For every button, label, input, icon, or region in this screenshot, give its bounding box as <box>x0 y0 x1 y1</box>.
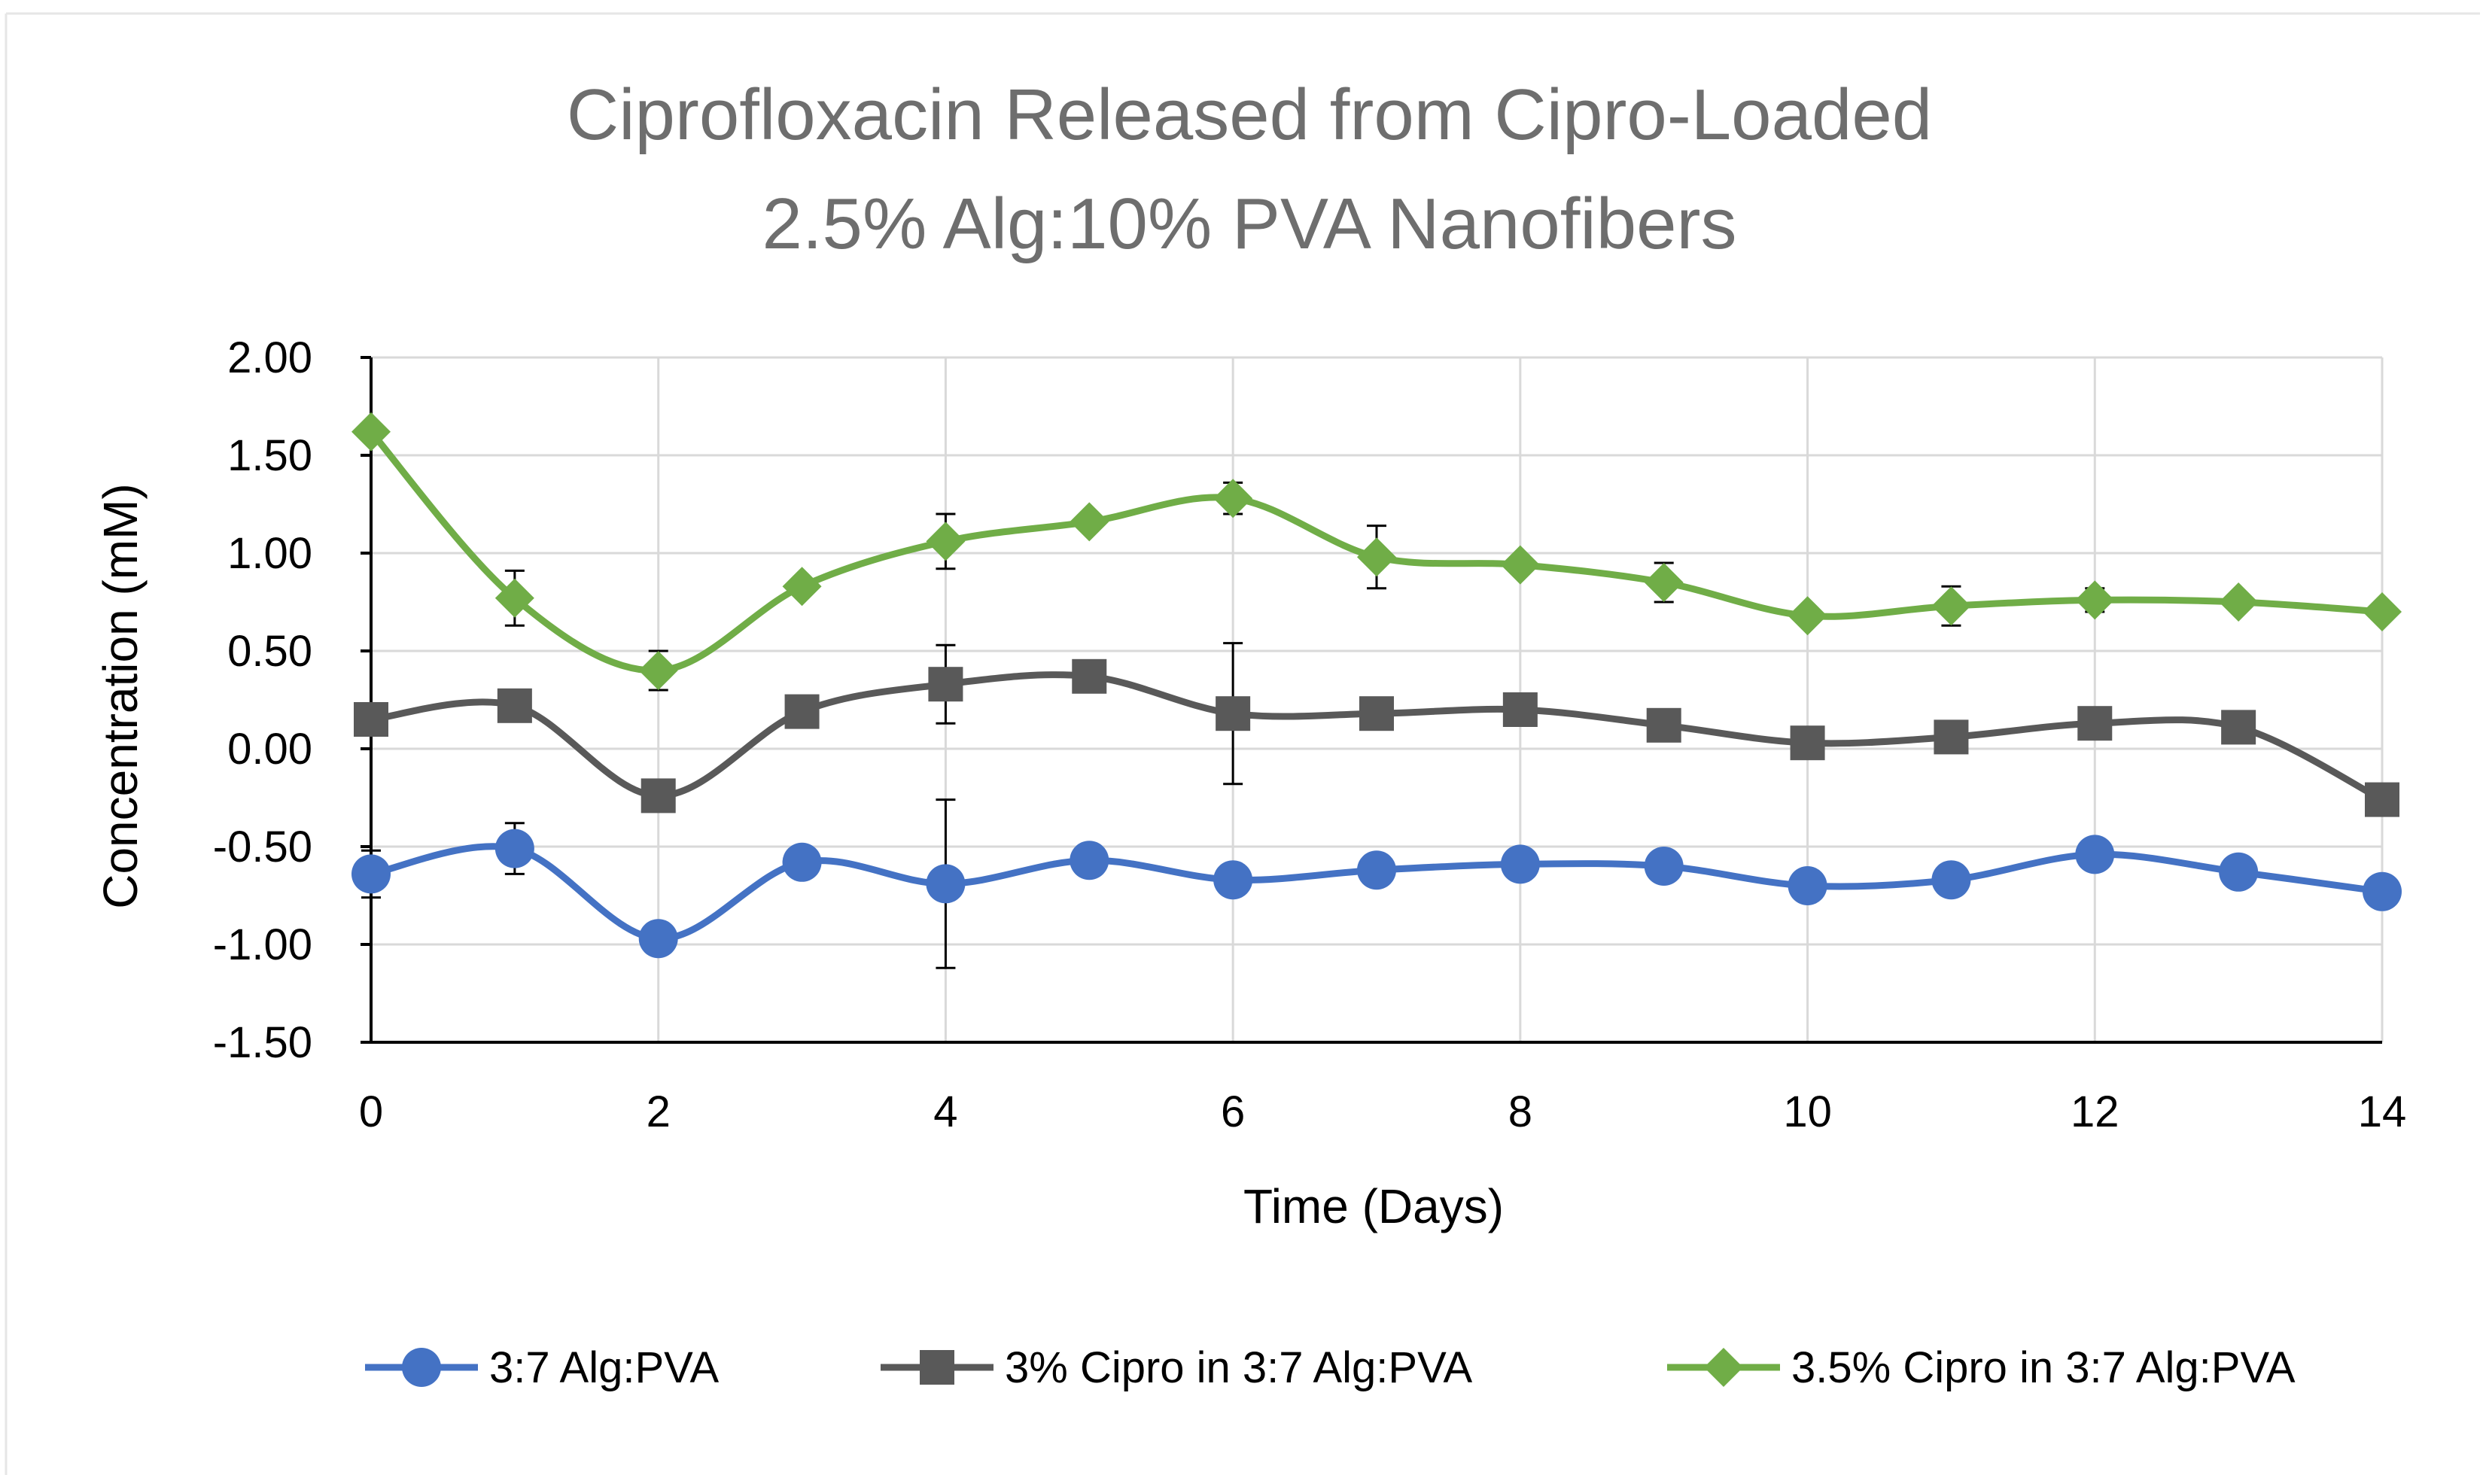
data-point-square <box>2221 710 2256 745</box>
data-point-square <box>1646 707 1681 743</box>
data-point-diamond <box>1644 563 1684 602</box>
y-tick-label: -1.50 <box>213 1018 312 1067</box>
legend-swatch-marker <box>920 1350 954 1385</box>
legend: 3:7 Alg:PVA 3% Cipro in 3:7 Alg:PVA 3.5% C… <box>365 1343 2296 1392</box>
data-point-diamond <box>926 522 966 561</box>
y-tick-label: 2.00 <box>227 333 312 382</box>
data-point-diamond <box>2363 592 2402 631</box>
y-tick-label: -1.00 <box>213 920 312 969</box>
data-point-circle <box>1500 844 1540 884</box>
series-line <box>367 671 2386 804</box>
data-point-square <box>1934 719 1969 755</box>
chart-title-line-1: Ciprofloxacin Released from Cipro-Loaded <box>567 75 1932 155</box>
data-point-square <box>928 667 963 702</box>
x-tick-label: 0 <box>359 1087 383 1136</box>
data-point-diamond <box>1931 586 1971 626</box>
x-tick-label: 4 <box>933 1087 957 1136</box>
x-axis-title: Time (Days) <box>1243 1179 1504 1233</box>
data-point-diamond <box>2219 582 2259 622</box>
x-tick-label: 2 <box>647 1087 671 1136</box>
legend-item: 3% Cipro in 3:7 Alg:PVA <box>881 1343 1472 1392</box>
data-point-circle <box>2363 871 2402 911</box>
data-point-circle <box>638 919 678 959</box>
series-3-7-alg-pva <box>351 798 2402 969</box>
data-point-circle <box>782 842 822 882</box>
data-point-square <box>497 688 532 723</box>
data-point-diamond <box>351 412 391 452</box>
data-point-square <box>641 778 676 813</box>
x-tick-label: 12 <box>2071 1087 2119 1136</box>
y-tick-label: 0.50 <box>227 627 312 676</box>
series-3-cipro-in-3-7-alg-pva <box>354 642 2399 817</box>
series-line <box>367 843 2386 942</box>
x-tick-label: 10 <box>1783 1087 1832 1136</box>
data-point-diamond <box>494 578 534 618</box>
chart-title-line-2: 2.5% Alg:10% PVA Nanofibers <box>762 184 1736 264</box>
data-series <box>351 412 2402 969</box>
data-point-circle <box>1788 866 1827 905</box>
x-tick-label: 8 <box>1508 1087 1532 1136</box>
axes <box>361 356 2382 1044</box>
y-tick-label: 1.50 <box>227 431 312 480</box>
legend-label: 3% Cipro in 3:7 Alg:PVA <box>1005 1343 1472 1392</box>
data-point-diamond <box>1788 596 1827 636</box>
data-point-circle <box>1070 841 1109 880</box>
data-point-square <box>1502 692 1538 727</box>
data-point-square <box>2365 782 2399 817</box>
data-point-circle <box>2075 835 2115 874</box>
data-point-circle <box>1357 850 1396 890</box>
legend-swatch-marker <box>402 1348 441 1387</box>
series-3-5-cipro-in-3-7-alg-pva <box>351 412 2402 692</box>
data-point-diamond <box>1500 545 1540 585</box>
data-point-circle <box>2219 852 2259 892</box>
legend-item: 3:7 Alg:PVA <box>365 1343 720 1392</box>
data-point-square <box>2077 706 2113 741</box>
data-point-square <box>1216 696 1251 731</box>
data-point-square <box>784 694 820 729</box>
data-point-diamond <box>1070 502 1109 542</box>
data-point-square <box>1790 725 1825 761</box>
data-point-square <box>1359 696 1394 731</box>
y-axis-tick-labels: 2.00 1.50 1.00 0.50 0.00 -0.50 -1.00 -1.50 <box>213 333 312 1067</box>
data-point-square <box>1072 658 1107 694</box>
data-point-circle <box>351 854 391 894</box>
data-point-square <box>354 702 388 737</box>
legend-item: 3.5% Cipro in 3:7 Alg:PVA <box>1667 1343 2296 1392</box>
legend-swatch-marker <box>1704 1348 1743 1387</box>
data-point-circle <box>494 829 534 868</box>
legend-label: 3.5% Cipro in 3:7 Alg:PVA <box>1791 1343 2296 1392</box>
y-tick-label: -0.50 <box>213 823 312 871</box>
data-point-diamond <box>2075 580 2115 620</box>
y-tick-label: 0.00 <box>227 725 312 774</box>
data-point-circle <box>1644 847 1684 886</box>
data-point-diamond <box>638 651 678 690</box>
data-point-circle <box>1931 860 1971 900</box>
data-point-circle <box>926 864 966 904</box>
x-axis-tick-labels: 0 2 4 6 8 10 12 14 <box>359 1087 2406 1136</box>
y-tick-label: 1.00 <box>227 529 312 578</box>
x-tick-label: 6 <box>1221 1087 1245 1136</box>
y-axis-title: Concentration (mM) <box>93 483 148 909</box>
x-tick-label: 14 <box>2358 1087 2407 1136</box>
data-point-diamond <box>782 567 822 607</box>
data-point-circle <box>1213 860 1253 900</box>
data-point-diamond <box>1357 537 1396 577</box>
legend-label: 3:7 Alg:PVA <box>489 1343 720 1392</box>
data-point-diamond <box>1213 479 1253 518</box>
